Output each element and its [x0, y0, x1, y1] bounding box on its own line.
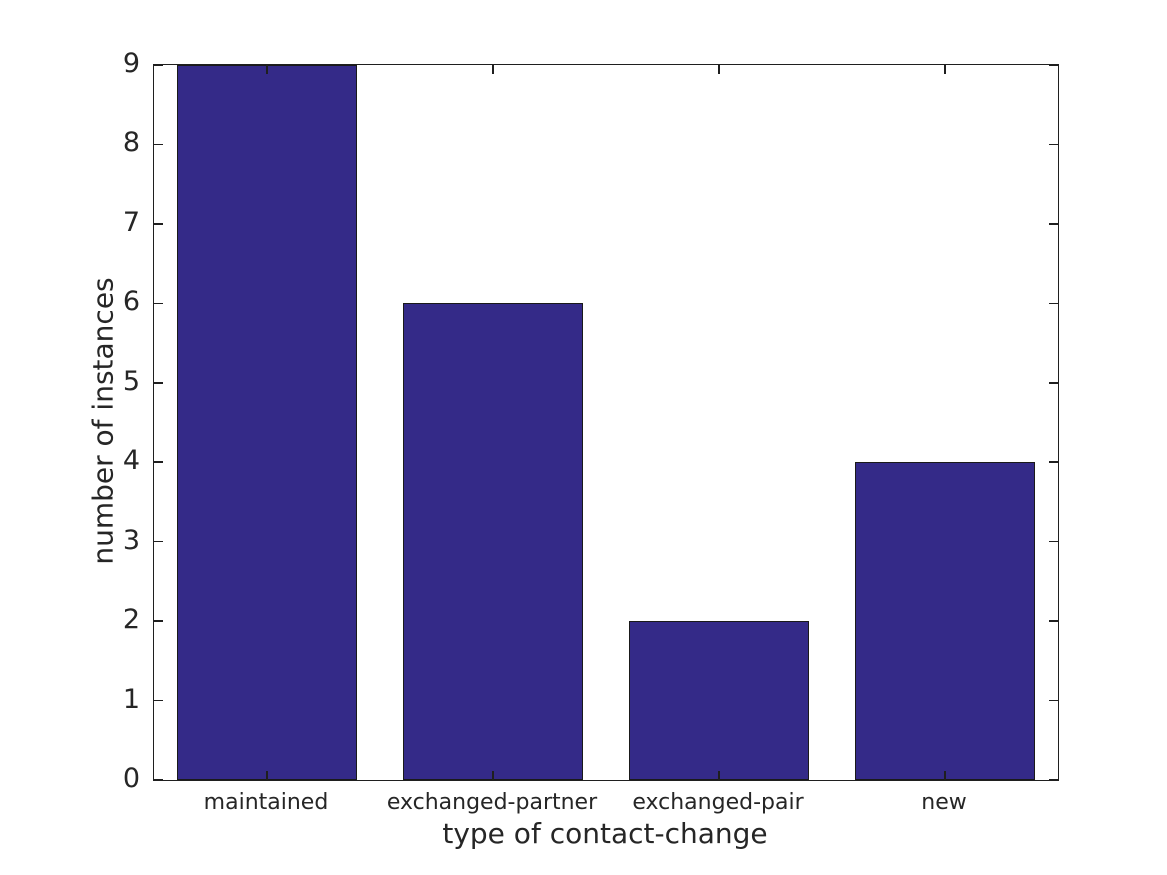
y-tick-label: 2 — [122, 604, 140, 636]
y-tick — [154, 223, 163, 225]
y-tick — [154, 699, 163, 702]
bar-exchanged-partner — [402, 303, 584, 780]
y-tick — [1049, 461, 1058, 463]
x-tick — [718, 771, 720, 780]
y-tick-label: 1 — [122, 683, 140, 715]
y-tick — [1049, 540, 1058, 543]
x-tick — [492, 771, 494, 780]
x-tick-label: maintained — [203, 790, 329, 815]
y-tick-label: 5 — [122, 365, 140, 397]
y-tick — [1049, 223, 1058, 225]
x-tick-label: exchanged-pair — [632, 790, 804, 815]
plot-area — [153, 64, 1059, 781]
x-tick — [944, 65, 946, 74]
x-tick — [944, 771, 946, 780]
bar-new — [854, 462, 1036, 780]
y-tick — [154, 382, 163, 384]
y-tick — [154, 302, 163, 305]
x-tick — [492, 65, 494, 74]
y-tick-label: 4 — [122, 445, 140, 477]
y-tick — [154, 540, 163, 543]
x-axis-label: type of contact-change — [442, 817, 768, 850]
y-tick — [1049, 143, 1058, 146]
y-tick — [154, 620, 163, 622]
y-tick-label: 6 — [122, 286, 140, 318]
y-tick-label: 0 — [122, 763, 140, 794]
y-tick — [154, 143, 163, 146]
y-tick — [1049, 699, 1058, 702]
y-tick — [154, 461, 163, 463]
y-axis-label: number of instances — [86, 277, 120, 565]
y-tick — [1049, 382, 1058, 384]
x-tick — [718, 65, 720, 74]
y-tick-label: 3 — [122, 524, 140, 556]
y-tick — [1049, 779, 1058, 781]
y-tick — [1049, 620, 1058, 622]
x-tick-label: exchanged-partner — [386, 790, 598, 815]
y-tick-label: 9 — [122, 48, 140, 79]
y-tick — [1049, 64, 1058, 66]
bar-exchanged-pair — [628, 621, 810, 780]
x-tick — [266, 65, 268, 74]
x-tick-label: new — [921, 790, 967, 815]
y-tick — [154, 779, 163, 781]
y-tick-label: 8 — [122, 127, 140, 159]
bar-maintained — [176, 65, 358, 780]
y-tick — [1049, 302, 1058, 305]
x-tick — [266, 771, 268, 780]
y-tick — [154, 64, 163, 66]
y-tick-label: 7 — [122, 206, 140, 238]
